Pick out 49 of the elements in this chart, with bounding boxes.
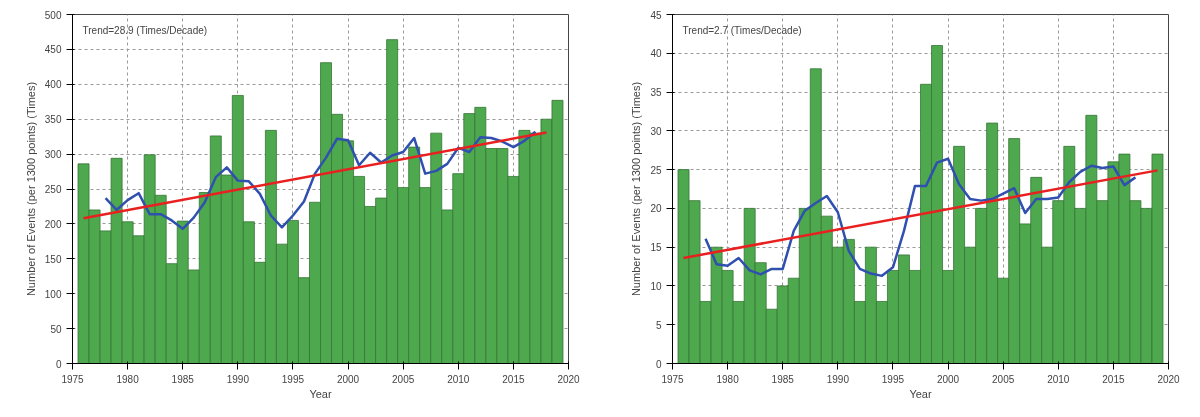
annotation: Trend=28.9 (Times/Decade) [82,24,208,36]
line-series [704,157,1137,278]
y-tick-label: 20 [650,203,662,215]
y-tick-label: 450 [44,44,62,56]
x-tick-label: 1980 [716,373,740,385]
y-tick-label: 100 [44,288,62,300]
x-tick-label: 2010 [1047,373,1070,385]
x-tick-label: 1975 [661,373,685,385]
y-tick-label: 5 [655,319,662,331]
x-tick-label: 2015 [1102,373,1125,385]
x-tick-label: 2010 [447,373,470,385]
x-tick-label: 2015 [502,373,525,385]
line-series [104,130,537,231]
x-tick-label: 2005 [392,373,415,385]
y-tick-label: 40 [650,48,662,60]
x-tick-label: 1980 [116,373,140,385]
y-tick-label: 350 [44,114,62,126]
x-axis-title: Year [909,387,932,400]
y-tick-label: 250 [44,184,62,195]
x-tick-label: 1985 [171,373,195,385]
y-tick-label: 0 [655,358,662,370]
y-axis-title: Number of Events (per 1300 points) (Times) [630,81,643,297]
annotation: Trend=2.7 (Times/Decade) [682,24,802,36]
y-tick-label: 400 [44,79,62,91]
y-tick-label: 300 [44,149,62,161]
y-tick-label: 45 [650,9,662,21]
y-tick-label: 0 [55,358,62,370]
x-tick-label: 1995 [281,373,305,385]
x-tick-label: 2020 [1157,373,1181,385]
x-tick-label: 2020 [557,373,581,385]
x-tick-label: 2005 [992,373,1015,385]
x-tick-label: 1990 [226,373,250,385]
y-tick-label: 150 [44,253,62,265]
y-tick-label: 25 [650,164,662,176]
x-tick-label: 1985 [771,373,795,385]
x-axis-title: Year [309,387,332,400]
x-tick-label: 1995 [881,373,905,385]
y-tick-label: 10 [650,280,662,292]
x-tick-label: 2000 [936,373,960,385]
y-tick-label: 30 [650,125,662,137]
x-tick-label: 1990 [826,373,850,385]
y-tick-label: 35 [650,87,662,99]
y-tick-label: 200 [44,218,62,230]
y-tick-label: 15 [650,242,662,254]
y-tick-label: 50 [50,323,62,335]
x-tick-label: 2000 [336,373,360,385]
y-axis-title: Number of Events (per 1300 points) (Times) [24,81,37,297]
x-tick-label: 1975 [61,373,85,385]
y-tick-label: 500 [44,9,62,21]
